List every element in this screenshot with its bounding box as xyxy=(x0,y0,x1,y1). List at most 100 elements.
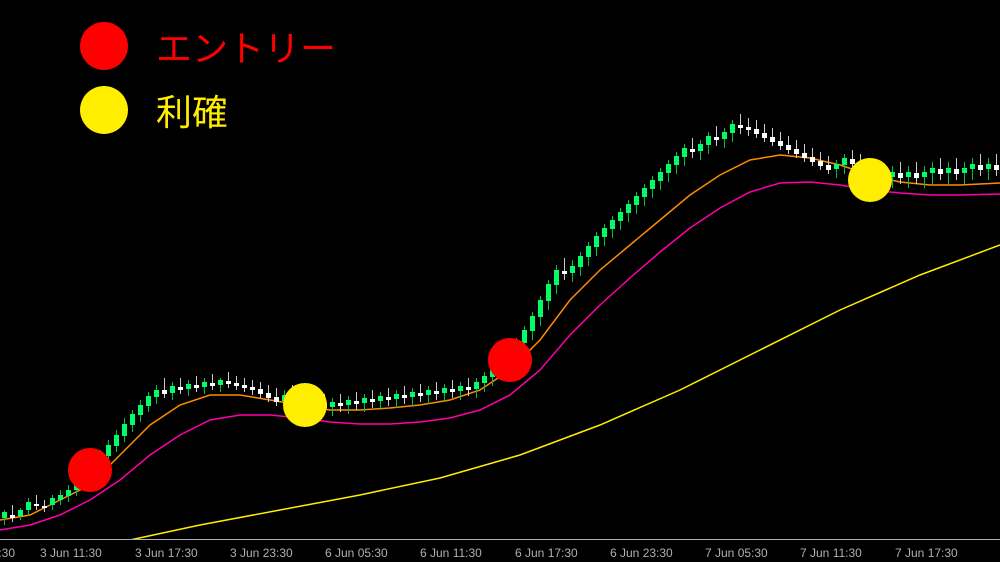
candle-body xyxy=(738,125,743,128)
candle-body xyxy=(770,137,775,142)
candle-body xyxy=(562,271,567,274)
candle-body xyxy=(130,414,135,425)
profit-marker xyxy=(283,383,327,427)
candle-body xyxy=(650,180,655,189)
candle-body xyxy=(818,161,823,166)
candle-body xyxy=(346,400,351,405)
candle-body xyxy=(842,158,847,165)
candle-body xyxy=(754,129,759,134)
candle-body xyxy=(474,382,479,389)
candle-body xyxy=(826,165,831,170)
candle-body xyxy=(554,270,559,285)
candle-body xyxy=(970,164,975,169)
candle-body xyxy=(626,204,631,213)
xaxis-tick-label: 6 Jun 17:30 xyxy=(515,546,578,560)
candle-body xyxy=(170,386,175,393)
xaxis-tick-label: 3 Jun 11:30 xyxy=(40,546,102,560)
candle-body xyxy=(642,188,647,197)
ma-fast xyxy=(0,155,1000,520)
candle-body xyxy=(234,383,239,386)
candle-body xyxy=(466,387,471,390)
legend-swatch-profit xyxy=(80,86,128,134)
candle-body xyxy=(42,506,47,508)
candle-body xyxy=(986,164,991,169)
entry-marker xyxy=(488,338,532,382)
legend-item-entry: エントリー xyxy=(80,20,336,72)
candle-body xyxy=(442,388,447,393)
candle-body xyxy=(26,502,31,510)
candle-body xyxy=(402,395,407,398)
xaxis-tick-label: 05:30 xyxy=(0,546,15,560)
candle-body xyxy=(610,220,615,229)
candle-body xyxy=(682,148,687,157)
candle-body xyxy=(978,165,983,170)
xaxis-tick-label: 3 Jun 23:30 xyxy=(230,546,293,560)
candle-body xyxy=(66,490,71,496)
candle-body xyxy=(602,228,607,237)
candle-body xyxy=(482,376,487,383)
candle-body xyxy=(10,515,15,518)
candle-body xyxy=(154,390,159,397)
candle-body xyxy=(714,137,719,140)
entry-marker xyxy=(68,448,112,492)
candle-body xyxy=(186,384,191,389)
candle-body xyxy=(122,424,127,436)
candle-body xyxy=(746,127,751,130)
candle-body xyxy=(2,512,7,518)
candle-body xyxy=(994,165,999,170)
candle-body xyxy=(210,383,215,386)
candle-body xyxy=(394,394,399,399)
candle-body xyxy=(938,169,943,174)
candle-body xyxy=(426,390,431,395)
candle-body xyxy=(58,495,63,500)
candle-body xyxy=(34,504,39,506)
profit-marker xyxy=(848,158,892,202)
candle-body xyxy=(18,510,23,516)
legend: エントリー 利確 xyxy=(80,20,336,148)
legend-label-profit: 利確 xyxy=(156,84,228,136)
xaxis-tick-label: 7 Jun 17:30 xyxy=(895,546,958,560)
candle-body xyxy=(266,393,271,398)
candle-body xyxy=(378,396,383,401)
candle-body xyxy=(178,387,183,390)
candle-body xyxy=(530,316,535,331)
candle-body xyxy=(50,498,55,505)
candle-body xyxy=(434,391,439,394)
candle-body xyxy=(386,397,391,400)
candle-body xyxy=(706,136,711,145)
candle-body xyxy=(138,405,143,415)
legend-item-profit: 利確 xyxy=(80,84,336,136)
candle-body xyxy=(202,382,207,387)
candle-body xyxy=(146,396,151,406)
xaxis-tick-label: 6 Jun 11:30 xyxy=(420,546,482,560)
candle-body xyxy=(370,399,375,402)
candle-body xyxy=(946,168,951,173)
candle-body xyxy=(586,246,591,257)
xaxis-tick-label: 6 Jun 05:30 xyxy=(325,546,388,560)
candle-body xyxy=(794,149,799,154)
candle-body xyxy=(722,132,727,139)
candle-body xyxy=(578,256,583,267)
candle-body xyxy=(570,266,575,273)
candle-body xyxy=(730,124,735,133)
candle-body xyxy=(778,141,783,146)
candle-body xyxy=(450,389,455,392)
candle-body xyxy=(546,284,551,301)
candle-body xyxy=(218,380,223,385)
candle-body xyxy=(914,173,919,178)
xaxis-tick-label: 3 Jun 17:30 xyxy=(135,546,198,560)
candle-body xyxy=(242,385,247,388)
candle-body xyxy=(458,386,463,391)
candle-body xyxy=(666,164,671,173)
xaxis-tick-label: 7 Jun 11:30 xyxy=(800,546,862,560)
candle-body xyxy=(810,157,815,162)
candle-body xyxy=(786,145,791,150)
candle-body xyxy=(258,389,263,394)
candle-body xyxy=(338,403,343,406)
candle-body xyxy=(834,164,839,169)
candle-body xyxy=(658,172,663,181)
candle-body xyxy=(538,300,543,317)
candle-body xyxy=(226,381,231,384)
candle-body xyxy=(618,212,623,221)
candle-body xyxy=(674,156,679,165)
